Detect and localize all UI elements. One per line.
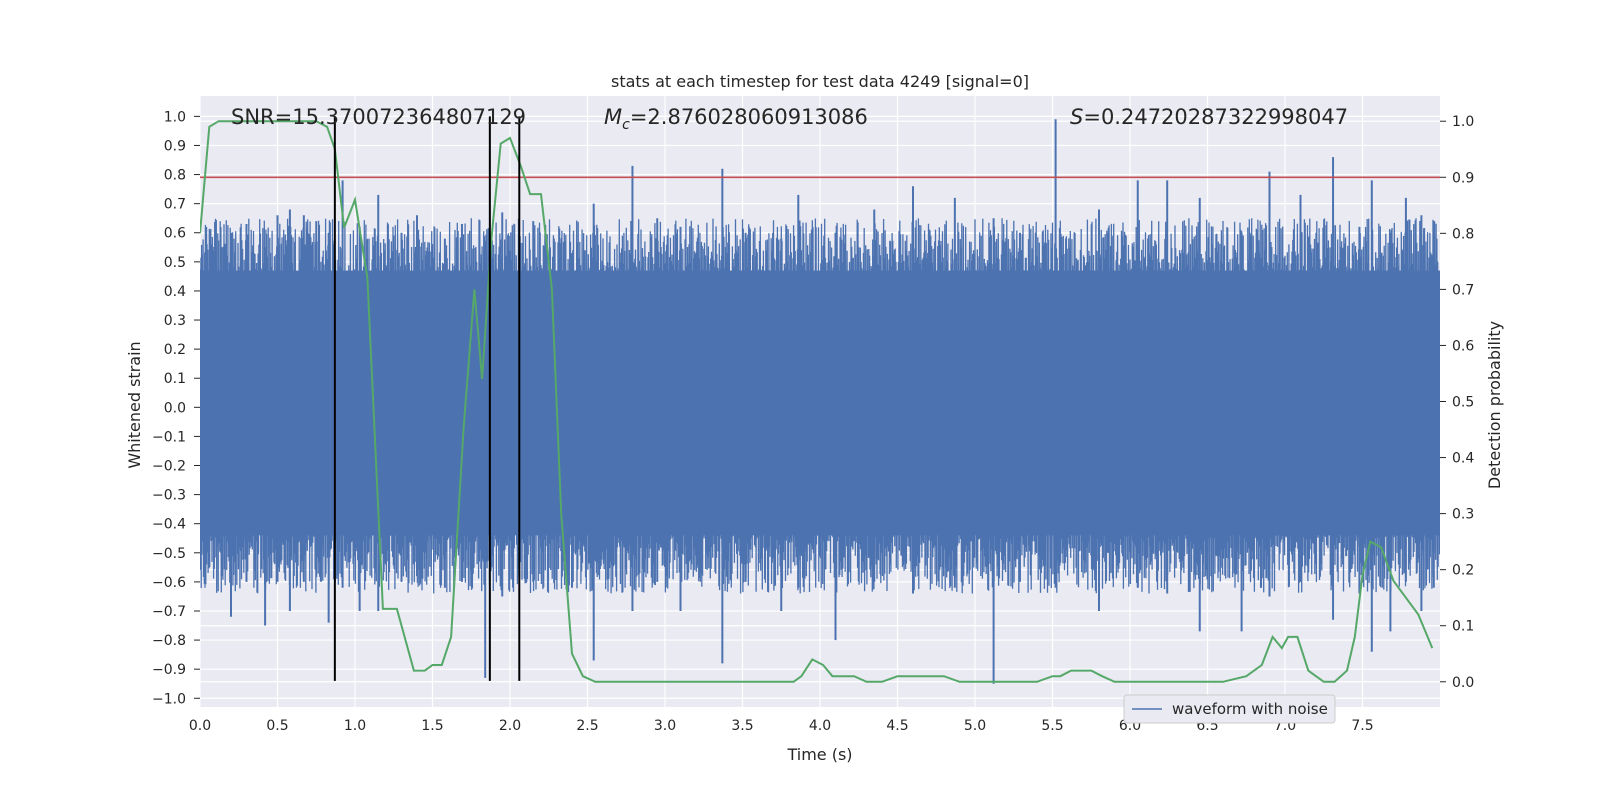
x-tick-label: 4.0 xyxy=(809,718,831,734)
y-left-tick-label: −0.3 xyxy=(152,488,186,504)
y-left-tick-label: −0.2 xyxy=(152,459,186,475)
x-tick-label: 3.0 xyxy=(654,718,676,734)
y-left-tick-label: −0.8 xyxy=(152,633,186,649)
x-tick-label: 2.0 xyxy=(499,718,521,734)
legend-entry-waveform: waveform with noise xyxy=(1172,700,1328,718)
y-left-tick-label: 0.2 xyxy=(164,342,186,358)
y-right-tick-label: 0.9 xyxy=(1452,170,1474,186)
chirp-mass-symbol: M xyxy=(604,105,622,129)
y-left-tick-label: 0.7 xyxy=(164,197,186,213)
chirp-mass-annotation: Mc=2.876028060913086 xyxy=(604,105,868,133)
probability-series xyxy=(200,120,1434,683)
y-left-tick-label: 0.4 xyxy=(164,284,186,300)
waveform-line xyxy=(200,218,1440,594)
y-left-tick-label: −0.6 xyxy=(152,575,186,591)
legend-box xyxy=(1123,694,1336,724)
x-tick-label: 4.5 xyxy=(886,718,908,734)
y-right-tick-label: 0.3 xyxy=(1452,507,1474,523)
y-left-tick-label: 0.5 xyxy=(164,255,186,271)
probability-line xyxy=(200,120,1434,683)
x-tick-label: 5.5 xyxy=(1041,718,1063,734)
s-annotation: S=0.24720287322998047 xyxy=(1070,105,1348,129)
y-left-tick-label: 0.1 xyxy=(164,371,186,387)
x-tick-label: 3.5 xyxy=(731,718,753,734)
y-right-tick-label: 0.5 xyxy=(1452,395,1474,411)
waveform-series xyxy=(200,119,1440,684)
x-tick-label: 5.0 xyxy=(964,718,986,734)
y-right-tick-label: 1.0 xyxy=(1452,114,1474,130)
y-axis-label-right: Detection probability xyxy=(1485,321,1504,489)
legend: waveform with noise xyxy=(1123,694,1336,724)
y-left-tick-label: −0.1 xyxy=(152,429,186,445)
y-right-tick-label: 0.6 xyxy=(1452,338,1474,354)
y-left-tick-label: 0.3 xyxy=(164,313,186,329)
chirp-mass-value: =2.876028060913086 xyxy=(630,105,868,129)
x-tick-label: 1.5 xyxy=(421,718,443,734)
y-right-tick-label: 0.2 xyxy=(1452,563,1474,579)
y-axis-label-left: Whitened strain xyxy=(125,341,144,468)
y-right-tick-label: 0.0 xyxy=(1452,675,1474,691)
y-left-tick-label: 0.6 xyxy=(164,226,186,242)
y-left-tick-label: 0.9 xyxy=(164,138,186,154)
y-left-tick-label: −0.4 xyxy=(152,517,186,533)
y-right-tick-label: 0.7 xyxy=(1452,282,1474,298)
y-left-tick-label: −0.9 xyxy=(152,662,186,678)
y-left-tick-label: −1.0 xyxy=(152,691,186,707)
y-left-tick-label: 1.0 xyxy=(164,109,186,125)
y-left-tick-label: −0.5 xyxy=(152,546,186,562)
chart-title: stats at each timestep for test data 424… xyxy=(611,72,1029,91)
y-right-tick-label: 0.1 xyxy=(1452,619,1474,635)
x-axis-label: Time (s) xyxy=(786,745,852,764)
chirp-mass-subscript: c xyxy=(622,117,630,133)
y-left-tick-label: 0.0 xyxy=(164,400,186,416)
y-right-tick-label: 0.4 xyxy=(1452,451,1474,467)
y-left-tick-label: −0.7 xyxy=(152,604,186,620)
s-value: =0.24720287322998047 xyxy=(1083,105,1348,129)
x-tick-label: 7.5 xyxy=(1351,718,1373,734)
y-left-tick-label: 0.8 xyxy=(164,168,186,184)
x-tick-label: 2.5 xyxy=(576,718,598,734)
x-tick-label: 1.0 xyxy=(344,718,366,734)
s-symbol: S xyxy=(1070,105,1083,129)
snr-annotation: SNR=15.370072364807129 xyxy=(231,105,526,129)
axis-ticks: 0.0 0.5 1.0 1.5 2.0 2.5 3.0 3.5 4.0 4.5 5.0 5.5 6.0 6… xyxy=(152,109,1474,734)
x-tick-label: 0.5 xyxy=(266,718,288,734)
x-tick-label: 0.0 xyxy=(189,718,211,734)
vertical-markers xyxy=(333,116,521,681)
y-right-tick-label: 0.8 xyxy=(1452,226,1474,242)
